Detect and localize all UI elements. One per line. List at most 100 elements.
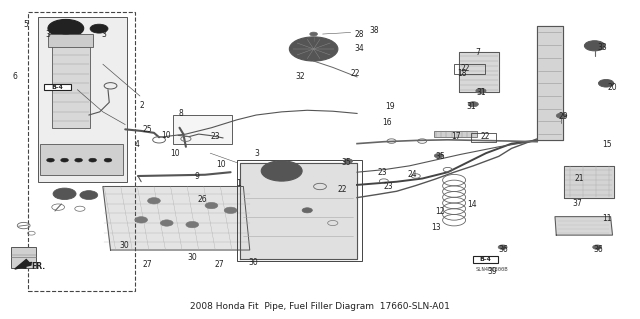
Circle shape bbox=[48, 19, 84, 37]
Text: 19: 19 bbox=[385, 102, 395, 111]
Polygon shape bbox=[15, 260, 31, 269]
Text: 35: 35 bbox=[342, 158, 351, 167]
Text: 3: 3 bbox=[255, 149, 260, 158]
Text: 10: 10 bbox=[162, 131, 172, 140]
Circle shape bbox=[90, 24, 108, 33]
Polygon shape bbox=[537, 26, 563, 140]
Text: 34: 34 bbox=[355, 44, 364, 54]
Text: 11: 11 bbox=[602, 214, 612, 223]
Text: 13: 13 bbox=[431, 223, 441, 232]
Text: 30: 30 bbox=[248, 258, 258, 267]
Circle shape bbox=[148, 197, 161, 204]
Circle shape bbox=[104, 158, 112, 162]
Text: 18: 18 bbox=[458, 69, 467, 78]
Circle shape bbox=[94, 26, 104, 31]
Text: 20: 20 bbox=[607, 83, 617, 92]
Circle shape bbox=[498, 245, 507, 249]
Polygon shape bbox=[555, 217, 612, 235]
Text: B-4: B-4 bbox=[479, 257, 492, 262]
Text: 14: 14 bbox=[467, 200, 477, 209]
Circle shape bbox=[135, 217, 148, 223]
Text: 3: 3 bbox=[102, 30, 106, 39]
Text: 24: 24 bbox=[408, 170, 417, 179]
Text: 35: 35 bbox=[435, 152, 445, 161]
Text: 22: 22 bbox=[338, 185, 348, 194]
Text: 36: 36 bbox=[499, 245, 509, 254]
Text: 28: 28 bbox=[355, 30, 364, 39]
Circle shape bbox=[61, 158, 68, 162]
Text: 7: 7 bbox=[475, 48, 480, 57]
Text: 38: 38 bbox=[370, 26, 380, 35]
Text: 36: 36 bbox=[593, 245, 603, 254]
Circle shape bbox=[584, 41, 605, 51]
FancyBboxPatch shape bbox=[11, 247, 36, 268]
Text: 25: 25 bbox=[143, 125, 152, 134]
Circle shape bbox=[556, 113, 566, 118]
Circle shape bbox=[593, 245, 602, 249]
Circle shape bbox=[89, 158, 97, 162]
Circle shape bbox=[186, 221, 198, 228]
Circle shape bbox=[75, 158, 83, 162]
FancyBboxPatch shape bbox=[434, 131, 477, 137]
Polygon shape bbox=[103, 187, 250, 250]
Circle shape bbox=[224, 207, 237, 213]
Text: 10: 10 bbox=[170, 149, 180, 158]
FancyBboxPatch shape bbox=[44, 84, 71, 90]
Circle shape bbox=[161, 220, 173, 226]
Circle shape bbox=[53, 188, 76, 199]
Polygon shape bbox=[460, 51, 499, 92]
Text: 5: 5 bbox=[23, 20, 28, 29]
Circle shape bbox=[598, 79, 614, 87]
Polygon shape bbox=[240, 163, 357, 259]
Text: 1: 1 bbox=[236, 179, 241, 188]
Text: 12: 12 bbox=[435, 207, 444, 216]
Text: 17: 17 bbox=[452, 132, 461, 141]
Text: 23: 23 bbox=[210, 132, 220, 141]
Text: 37: 37 bbox=[573, 199, 582, 208]
Text: 21: 21 bbox=[574, 174, 584, 183]
FancyBboxPatch shape bbox=[48, 34, 93, 47]
Text: 27: 27 bbox=[143, 260, 152, 269]
FancyBboxPatch shape bbox=[473, 256, 497, 263]
Text: 2: 2 bbox=[140, 101, 145, 110]
Text: 9: 9 bbox=[195, 172, 200, 181]
Text: 23: 23 bbox=[384, 182, 394, 191]
Text: 23: 23 bbox=[378, 168, 387, 177]
Text: 8: 8 bbox=[178, 109, 183, 118]
Circle shape bbox=[476, 88, 486, 93]
Circle shape bbox=[302, 208, 312, 213]
Circle shape bbox=[269, 165, 294, 177]
FancyBboxPatch shape bbox=[52, 42, 90, 128]
Circle shape bbox=[344, 159, 353, 163]
Text: 10: 10 bbox=[216, 160, 226, 169]
Text: 31: 31 bbox=[476, 88, 486, 97]
Circle shape bbox=[289, 37, 338, 61]
Circle shape bbox=[468, 102, 478, 107]
Text: 26: 26 bbox=[197, 195, 207, 204]
Text: 39: 39 bbox=[487, 267, 497, 276]
Text: 2008 Honda Fit  Pipe, Fuel Filler Diagram  17660-SLN-A01: 2008 Honda Fit Pipe, Fuel Filler Diagram… bbox=[190, 302, 450, 311]
Text: 22: 22 bbox=[351, 69, 360, 78]
FancyBboxPatch shape bbox=[38, 17, 127, 182]
Text: FR.: FR. bbox=[31, 262, 45, 271]
Polygon shape bbox=[564, 166, 614, 197]
Text: 22: 22 bbox=[481, 132, 490, 141]
Text: 30: 30 bbox=[120, 241, 129, 250]
Circle shape bbox=[310, 32, 317, 36]
Circle shape bbox=[435, 153, 444, 158]
Text: 33: 33 bbox=[597, 42, 607, 52]
Circle shape bbox=[54, 23, 77, 34]
FancyBboxPatch shape bbox=[40, 144, 124, 175]
Text: 22: 22 bbox=[461, 64, 470, 73]
Text: SLN4B0300B: SLN4B0300B bbox=[476, 267, 508, 271]
Circle shape bbox=[205, 202, 218, 209]
Text: 6: 6 bbox=[12, 72, 17, 81]
Text: 30: 30 bbox=[188, 253, 198, 262]
Text: 32: 32 bbox=[296, 72, 305, 81]
Circle shape bbox=[47, 158, 54, 162]
Circle shape bbox=[80, 191, 98, 199]
Text: 16: 16 bbox=[383, 117, 392, 127]
Text: 3: 3 bbox=[45, 30, 50, 39]
Text: 4: 4 bbox=[135, 140, 140, 149]
FancyBboxPatch shape bbox=[173, 115, 232, 144]
